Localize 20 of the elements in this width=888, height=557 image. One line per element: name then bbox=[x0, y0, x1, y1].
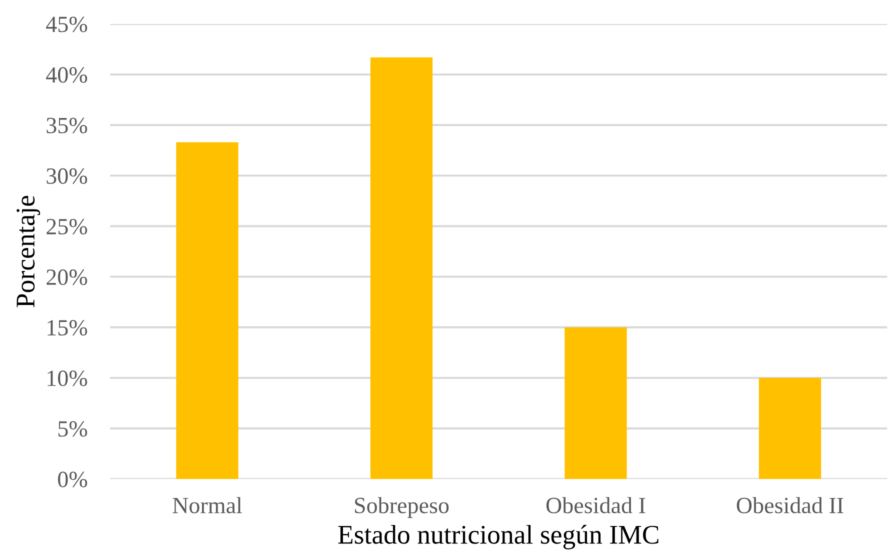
y-tick-label: 0% bbox=[58, 472, 88, 488]
y-tick-label: 45% bbox=[46, 16, 88, 32]
y-tick-label: 5% bbox=[58, 421, 88, 437]
y-tick-label: 40% bbox=[46, 67, 88, 83]
y-tick-label: 35% bbox=[46, 118, 88, 134]
y-tick-label: 20% bbox=[46, 269, 88, 286]
bar bbox=[370, 57, 433, 480]
y-axis-title: Porcentaje bbox=[16, 196, 40, 308]
bar bbox=[176, 142, 238, 480]
x-tick-label: Obesidad II bbox=[736, 497, 844, 514]
bar bbox=[564, 327, 627, 480]
x-tick-label: Normal bbox=[172, 497, 242, 514]
y-tick-label: 25% bbox=[46, 218, 88, 235]
y-tick-label: 15% bbox=[48, 320, 88, 336]
bar bbox=[758, 378, 822, 480]
y-tick-label: 10% bbox=[48, 370, 88, 386]
x-tick-label: Obesidad I bbox=[546, 497, 646, 514]
x-axis-title: Estado nutricional según IMC bbox=[338, 524, 658, 550]
x-tick-label: Sobrepeso bbox=[355, 497, 449, 518]
y-tick-label: 30% bbox=[46, 168, 88, 184]
